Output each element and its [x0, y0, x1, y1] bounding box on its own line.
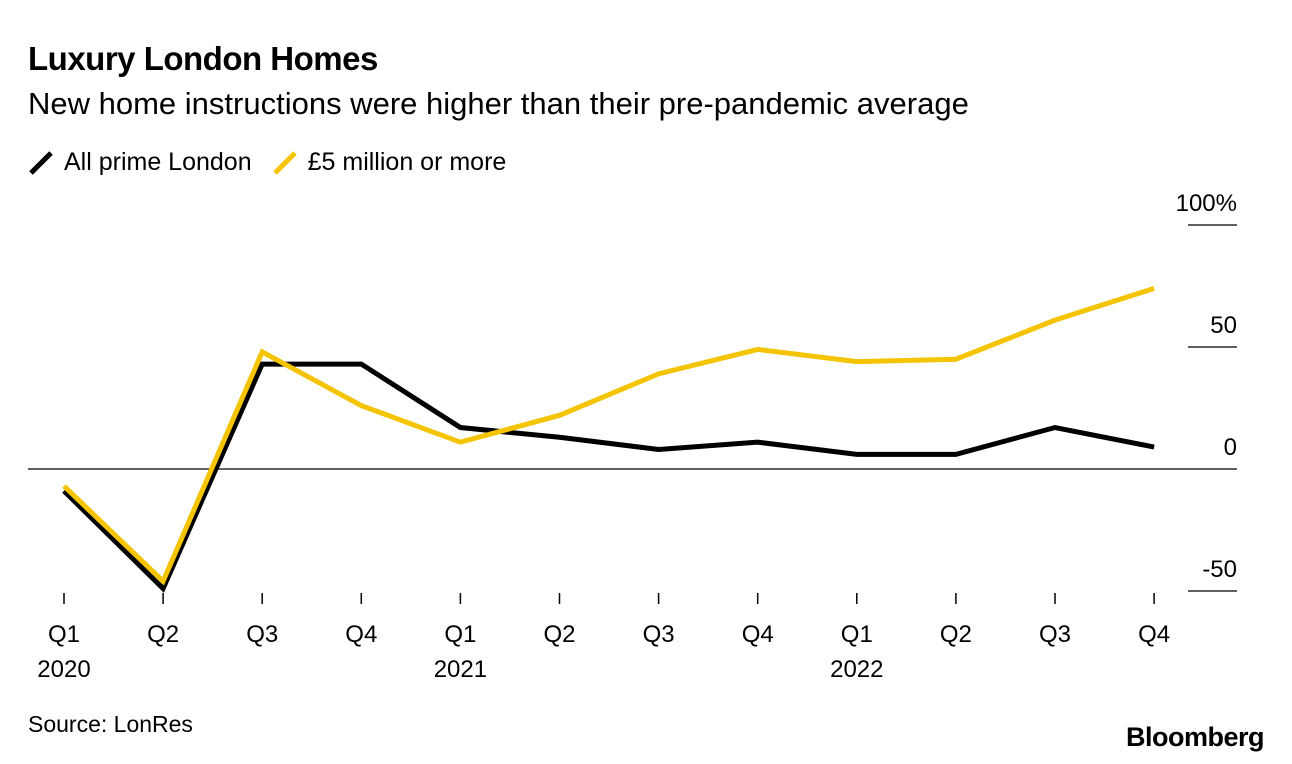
legend-swatch-5m-plus-icon: [272, 150, 297, 175]
x-tick-label: Q4: [345, 621, 377, 648]
x-tick-label: Q2: [147, 621, 179, 648]
y-tick-label: 50: [1210, 312, 1237, 339]
x-tick-label: Q1: [48, 621, 80, 648]
x-year-label: 2021: [434, 656, 487, 683]
x-tick-label: Q4: [1138, 621, 1170, 648]
x-tick-label: Q3: [246, 621, 278, 648]
series-line-5m-plus: [62, 286, 1155, 586]
x-year-label: 2020: [37, 656, 90, 683]
legend-item-5m-plus: £5 million or more: [272, 148, 507, 177]
x-tick-label: Q1: [444, 621, 476, 648]
chart-title: Luxury London Homes: [28, 40, 378, 77]
x-tick-label: Q3: [643, 621, 675, 648]
legend-label-5m-plus: £5 million or more: [307, 148, 507, 176]
x-tick-label: Q2: [543, 621, 575, 648]
x-tick-label: Q3: [1039, 621, 1071, 648]
legend-swatch-all-prime-icon: [29, 150, 53, 175]
x-tick-label: Q2: [940, 621, 972, 648]
chart-subtitle: New home instructions were higher than t…: [28, 86, 969, 121]
brand-logo: Bloomberg: [1125, 722, 1265, 752]
legend-label-all-prime: All prime London: [64, 148, 252, 176]
legend: All prime London £5 million or more: [28, 148, 526, 177]
x-year-label: 2022: [830, 656, 883, 683]
source-note: Source: LonRes: [28, 711, 193, 737]
y-tick-label: -50: [1202, 556, 1237, 583]
y-tick-label: 100%: [1176, 190, 1237, 217]
x-tick-label: Q1: [841, 621, 873, 648]
y-tick-label: 0: [1224, 434, 1237, 461]
x-tick-label: Q4: [742, 621, 774, 648]
series-line-all-prime: [62, 361, 1155, 593]
legend-item-all-prime: All prime London: [28, 148, 252, 177]
